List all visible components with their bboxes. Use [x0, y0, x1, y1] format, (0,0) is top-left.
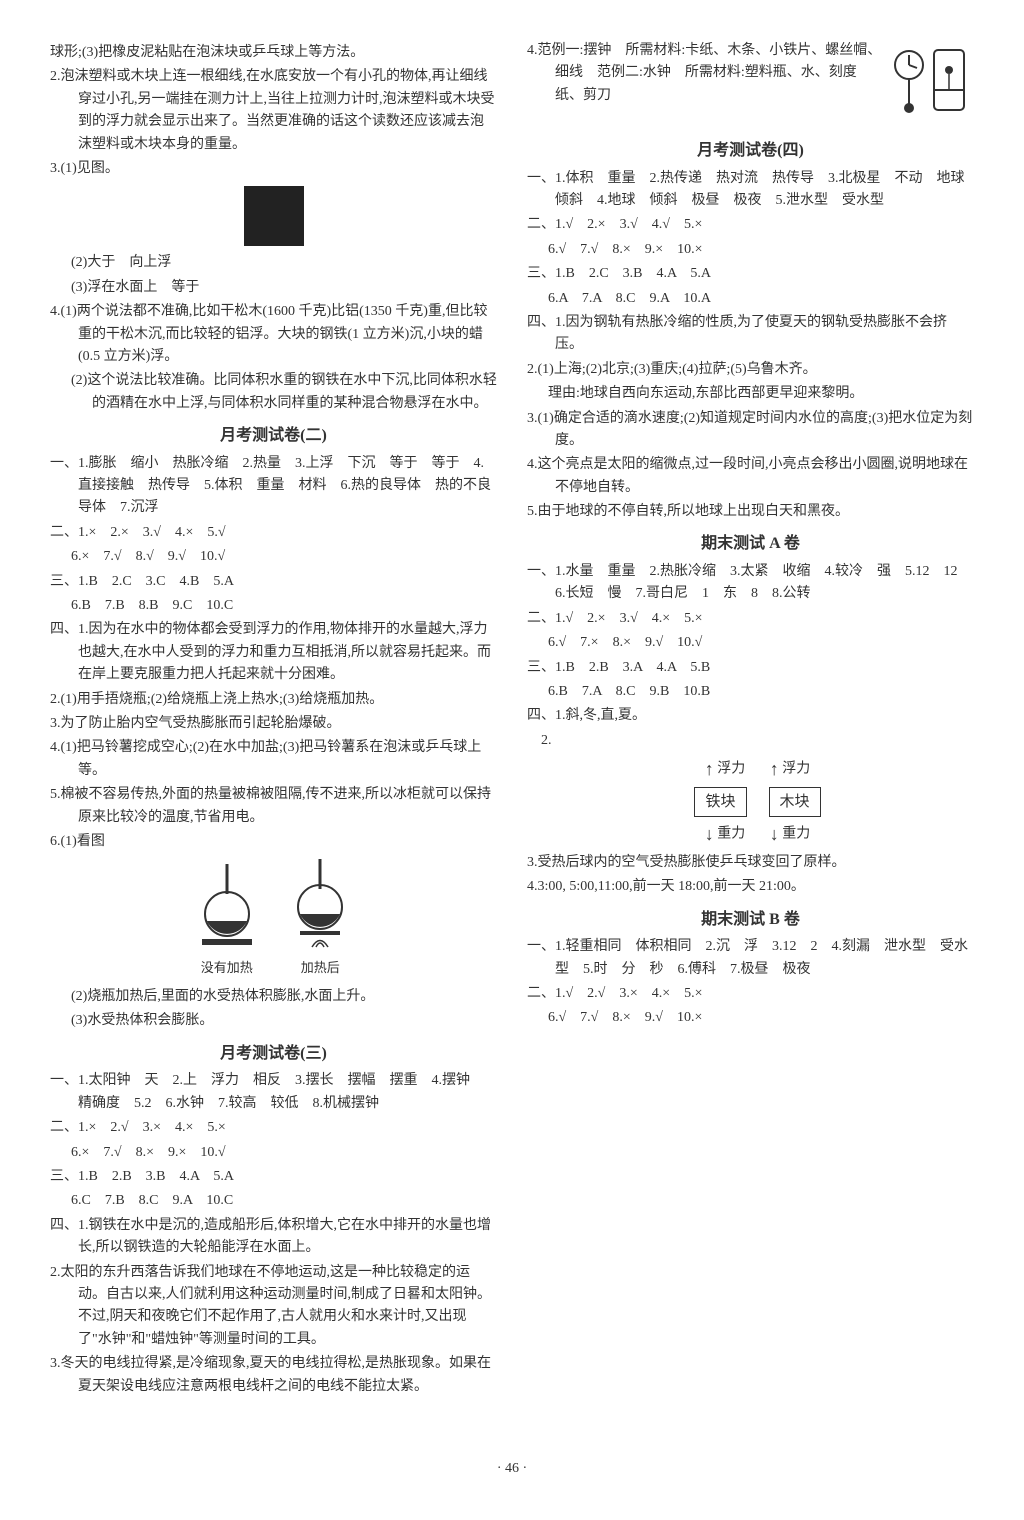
- text-block: (3)浮在水面上 等于: [50, 277, 497, 299]
- text-with-figure: 4.范例一:摆钟 所需材料:卡纸、木条、小铁片、螺丝帽、细线 范例二:水钟 所需…: [527, 40, 974, 130]
- answer-line: 6.B 7.B 8.B 9.C 10.C: [50, 595, 497, 617]
- answer-line: 一、1.体积 重量 2.热传递 热对流 热传导 3.北极星 不动 地球 倾斜 4…: [527, 168, 974, 213]
- answer-line: 一、1.水量 重量 2.热胀冷缩 3.太紧 收缩 4.较冷 强 5.12 12 …: [527, 561, 974, 606]
- text-block: 4.这个亮点是太阳的缩微点,过一段时间,小亮点会移出小圆圈,说明地球在不停地自转…: [527, 454, 974, 499]
- section-heading-test2: 月考测试卷(二): [50, 423, 497, 449]
- text-block: 4.范例一:摆钟 所需材料:卡纸、木条、小铁片、螺丝帽、细线 范例二:水钟 所需…: [527, 40, 884, 107]
- text-block: 6.(1)看图: [50, 831, 497, 853]
- answer-line: 二、1.× 2.× 3.√ 4.× 5.√: [50, 522, 497, 544]
- answer-line: 6.B 7.A 8.C 9.B 10.B: [527, 681, 974, 703]
- text-block: 四、1.因为钢轨有热胀冷缩的性质,为了使夏天的钢轨受热膨胀不会挤压。: [527, 312, 974, 357]
- block-wood: 木块: [769, 787, 821, 817]
- answer-line: 一、1.太阳钟 天 2.上 浮力 相反 3.摆长 摆幅 摆重 4.摆钟 精确度 …: [50, 1070, 497, 1115]
- force-label: 浮力: [717, 762, 745, 777]
- answer-line: 6.√ 7.× 8.× 9.√ 10.√: [527, 632, 974, 654]
- text-block: 3.为了防止胎内空气受热膨胀而引起轮胎爆破。: [50, 713, 497, 735]
- section-heading-test3: 月考测试卷(三): [50, 1041, 497, 1067]
- figure-label: 加热后: [285, 958, 355, 979]
- arrow-down-icon: ↓: [705, 824, 714, 844]
- text-block: 四、1.斜,冬,直,夏。: [527, 705, 974, 727]
- page-columns: 球形;(3)把橡皮泥粘贴在泡沫块或乒乓球上等方法。 2.泡沫塑料或木块上连一根细…: [50, 40, 974, 1440]
- answer-line: 6.C 7.B 8.C 9.A 10.C: [50, 1190, 497, 1212]
- text-block: 4.(1)把马铃薯挖成空心;(2)在水中加盐;(3)把马铃薯系在泡沫或乒乓球上等…: [50, 737, 497, 782]
- answer-line: 6.× 7.√ 8.× 9.× 10.√: [50, 1142, 497, 1164]
- text-block: 5.由于地球的不停自转,所以地球上出现白天和黑夜。: [527, 501, 974, 523]
- flask-right-icon: 加热后: [285, 859, 355, 978]
- text-block: 理由:地球自西向东运动,东部比西部更早迎来黎明。: [527, 383, 974, 405]
- figure-label: 没有加热: [192, 958, 262, 979]
- answer-line: 一、1.轻重相同 体积相同 2.沉 浮 3.12 2 4.刻漏 泄水型 受水型 …: [527, 936, 974, 981]
- force-label: 浮力: [782, 762, 810, 777]
- answer-line: 6.√ 7.√ 8.× 9.√ 10.×: [527, 1007, 974, 1029]
- answer-line: 三、1.B 2.B 3.A 4.A 5.B: [527, 657, 974, 679]
- text-block: 球形;(3)把橡皮泥粘贴在泡沫块或乒乓球上等方法。: [50, 42, 497, 64]
- text-block: 3.受热后球内的空气受热膨胀使乒乓球变回了原样。: [527, 852, 974, 874]
- answer-line: 6.√ 7.√ 8.× 9.× 10.×: [527, 239, 974, 261]
- section-heading-testB: 期末测试 B 卷: [527, 907, 974, 933]
- answer-line: 二、1.× 2.√ 3.× 4.× 5.×: [50, 1117, 497, 1139]
- section-heading-testA: 期末测试 A 卷: [527, 531, 974, 557]
- text-block: 5.棉被不容易传热,外面的热量被棉被阻隔,传不进来,所以冰柜就可以保持原来比较冷…: [50, 784, 497, 829]
- text-block: (2)这个说法比较准确。比同体积水重的钢铁在水中下沉,比同体积水轻的酒精在水中上…: [50, 370, 497, 415]
- text-block: (2)烧瓶加热后,里面的水受热体积膨胀,水面上升。: [50, 986, 497, 1008]
- figure-flask-pair: 没有加热 加热后: [50, 859, 497, 980]
- page-number: · 46 ·: [50, 1458, 974, 1480]
- force-label: 重力: [782, 827, 810, 842]
- answer-line: 一、1.膨胀 缩小 热胀冷缩 2.热量 3.上浮 下沉 等于 等于 4.直接接触…: [50, 453, 497, 520]
- answer-line: 二、1.√ 2.× 3.√ 4.× 5.×: [527, 608, 974, 630]
- text-block: 四、1.钢铁在水中是沉的,造成船形后,体积增大,它在水中排开的水量也增长,所以钢…: [50, 1215, 497, 1260]
- figure-placeholder-icon: [244, 186, 304, 246]
- answer-line: 6.× 7.√ 8.√ 9.√ 10.√: [50, 546, 497, 568]
- figure-block-dark-box: [50, 186, 497, 246]
- text-block: (3)水受热体积会膨胀。: [50, 1010, 497, 1032]
- answer-line: 二、1.√ 2.× 3.√ 4.√ 5.×: [527, 214, 974, 236]
- answer-line: 三、1.B 2.C 3.B 4.A 5.A: [527, 263, 974, 285]
- text-block: 2.太阳的东升西落告诉我们地球在不停地运动,这是一种比较稳定的运动。自古以来,人…: [50, 1262, 497, 1352]
- text-block: 3.冬天的电线拉得紧,是冷缩现象,夏天的电线拉得松,是热胀现象。如果在夏天架设电…: [50, 1353, 497, 1398]
- text-block: 2.(1)用手捂烧瓶;(2)给烧瓶上浇上热水;(3)给烧瓶加热。: [50, 689, 497, 711]
- clock-jar-icon: [884, 40, 974, 130]
- force-diagram: 2. ↑ 浮力 ↑ 浮力 铁块 木块 ↓ 重力 ↓ 重力: [527, 730, 974, 849]
- answer-line: 三、1.B 2.C 3.C 4.B 5.A: [50, 571, 497, 593]
- force-label: 重力: [717, 827, 745, 842]
- block-iron: 铁块: [694, 787, 746, 817]
- answer-line: 三、1.B 2.B 3.B 4.A 5.A: [50, 1166, 497, 1188]
- text-block: 4.3:00, 5:00,11:00,前一天 18:00,前一天 21:00。: [527, 876, 974, 898]
- section-heading-test4: 月考测试卷(四): [527, 138, 974, 164]
- text-block: (2)大于 向上浮: [50, 252, 497, 274]
- diagram-number-label: 2.: [541, 733, 552, 748]
- text-block: 2.泡沫塑料或木块上连一根细线,在水底安放一个有小孔的物体,再让细线穿过小孔,另…: [50, 66, 497, 156]
- flask-left-icon: 没有加热: [192, 859, 262, 978]
- text-block: 2.(1)上海;(2)北京;(3)重庆;(4)拉萨;(5)乌鲁木齐。: [527, 359, 974, 381]
- arrow-up-icon: ↑: [705, 759, 714, 779]
- answer-line: 6.A 7.A 8.C 9.A 10.A: [527, 288, 974, 310]
- arrow-down-icon: ↓: [770, 824, 779, 844]
- text-block: 3.(1)确定合适的滴水速度;(2)知道规定时间内水位的高度;(3)把水位定为刻…: [527, 408, 974, 453]
- text-block: 4.(1)两个说法都不准确,比如干松木(1600 千克)比铝(1350 千克)重…: [50, 301, 497, 368]
- answer-line: 二、1.√ 2.√ 3.× 4.× 5.×: [527, 983, 974, 1005]
- text-block: 3.(1)见图。: [50, 158, 497, 180]
- arrow-up-icon: ↑: [770, 759, 779, 779]
- text-block: 四、1.因为在水中的物体都会受到浮力的作用,物体排开的水量越大,浮力也越大,在水…: [50, 619, 497, 686]
